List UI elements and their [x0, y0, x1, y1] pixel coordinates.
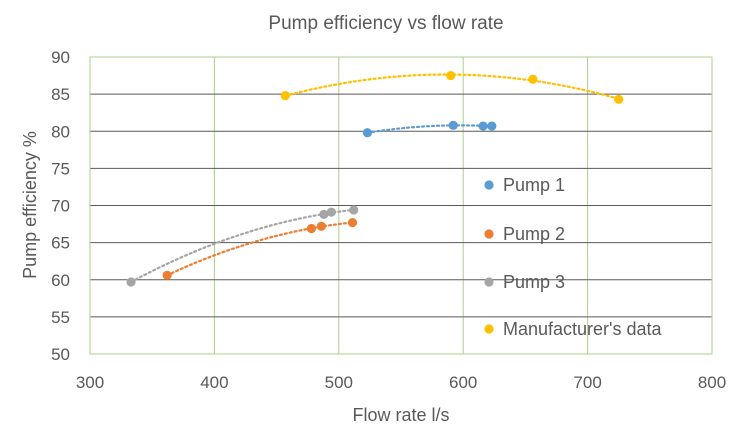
data-points	[126, 70, 624, 287]
y-axis-title: Pump efficiency %	[20, 131, 40, 279]
trendline-series-2	[166, 221, 354, 277]
data-point-series-4	[280, 91, 290, 101]
x-axis-title: Flow rate l/s	[352, 405, 449, 425]
y-tick-label: 70	[51, 197, 70, 216]
legend-marker-series-4	[484, 324, 494, 334]
data-point-series-4	[446, 70, 456, 81]
y-tick-label: 80	[51, 122, 70, 141]
y-tick-label: 65	[51, 234, 70, 253]
x-tick-label: 600	[449, 373, 477, 392]
legend-marker-series-2	[484, 229, 494, 239]
data-point-series-2	[347, 217, 358, 228]
data-point-series-1	[478, 121, 488, 131]
y-tick-label: 85	[51, 85, 70, 104]
data-point-series-2	[316, 221, 326, 231]
legend-label-series-4: Manufacturer's data	[503, 319, 663, 339]
data-point-series-4	[528, 74, 538, 84]
data-point-series-3	[319, 209, 329, 220]
data-point-series-2	[306, 223, 317, 234]
plot-area-border	[89, 56, 713, 355]
x-tick-label: 500	[325, 373, 353, 392]
data-point-series-1	[448, 120, 458, 130]
y-tick-label: 50	[51, 345, 70, 364]
trendline-series-4	[284, 73, 620, 100]
trendline-series-1	[366, 124, 493, 134]
data-point-series-4	[614, 94, 624, 104]
y-tick-label: 60	[51, 271, 70, 290]
y-tick-label: 90	[51, 48, 70, 67]
legend-marker-series-3	[484, 277, 494, 287]
trendline-series-3	[129, 208, 355, 284]
y-tick-label: 75	[51, 159, 70, 178]
x-tick-label: 700	[573, 373, 601, 392]
legend: Pump 1 Pump 2 Pump 3 Manufacturer's data	[484, 175, 663, 339]
data-point-series-2	[162, 270, 172, 280]
data-point-series-3	[126, 277, 136, 287]
y-tick-label: 55	[51, 308, 70, 327]
legend-marker-series-1	[484, 180, 494, 190]
legend-label-series-2: Pump 2	[503, 224, 565, 244]
y-tick-labels: 50 55 60 65 70 75 80 85 90	[51, 48, 70, 364]
x-tick-label: 300	[76, 373, 104, 392]
x-tick-label: 400	[200, 373, 228, 392]
legend-label-series-3: Pump 3	[503, 272, 565, 292]
chart-title: Pump efficiency vs flow rate	[268, 13, 503, 34]
legend-label-series-1: Pump 1	[503, 175, 565, 195]
data-point-series-1	[487, 121, 497, 131]
data-point-series-3	[326, 207, 336, 217]
data-point-series-1	[362, 128, 373, 138]
data-point-series-3	[349, 205, 359, 215]
x-tick-label: 800	[698, 373, 726, 392]
x-tick-labels: 300 400 500 600 700 800	[76, 373, 726, 392]
